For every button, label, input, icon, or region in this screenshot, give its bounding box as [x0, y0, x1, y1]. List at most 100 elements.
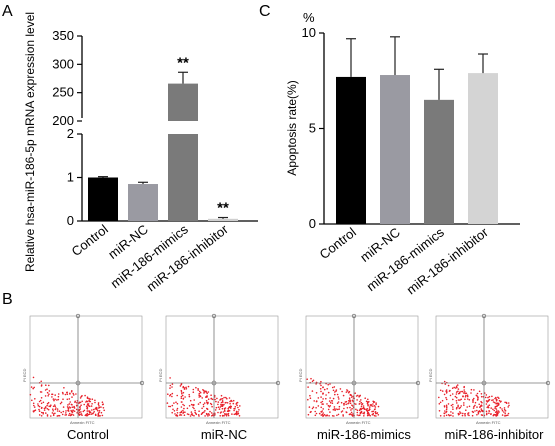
flow-event [235, 410, 238, 413]
flow-event [197, 388, 199, 390]
flow-event [88, 405, 91, 408]
flow-event [48, 405, 50, 408]
flow-event [457, 390, 459, 393]
flow-event [480, 393, 483, 395]
flow-event [94, 399, 96, 402]
flow-event [33, 404, 35, 407]
flow-event [356, 399, 358, 401]
flow-gate-handle [211, 313, 217, 319]
flow-event [464, 414, 466, 417]
flow-event [237, 406, 239, 409]
chart-c-bar [424, 99, 454, 224]
flow-gate-handle [545, 380, 551, 386]
chart-a-ylabel: Relative hsa-miR-186-5p mRNA expression … [23, 12, 37, 272]
flow-event [32, 402, 35, 405]
flow-event [495, 408, 498, 410]
flow-event [211, 415, 213, 417]
flow-event [91, 409, 93, 411]
flow-event [46, 404, 48, 407]
flow-event [360, 401, 363, 404]
flow-event [192, 404, 195, 407]
flow-event [216, 397, 218, 400]
flow-event [185, 388, 188, 390]
flow-event [34, 398, 36, 400]
flow-event [173, 402, 175, 404]
flow-event [176, 412, 179, 414]
flow-event [225, 413, 227, 416]
flow-event [320, 406, 323, 409]
flow-event [330, 400, 333, 402]
flow-event [201, 407, 203, 410]
flow-event [365, 408, 367, 411]
flow-event [507, 406, 510, 408]
flow-event [366, 408, 369, 410]
flow-event [487, 405, 489, 408]
flow-event [43, 409, 46, 411]
flow-event [48, 390, 51, 392]
flow-event [38, 405, 41, 408]
flow-event [455, 393, 458, 395]
flow-event [86, 414, 88, 416]
flow-event [375, 403, 377, 406]
flow-event [364, 397, 367, 400]
flow-event [182, 397, 185, 400]
flow-event [477, 396, 479, 398]
flow-event [46, 414, 49, 416]
flow-plot: Annexin FITC PI ECD miR-186-inhibitor [428, 313, 551, 442]
flow-event [206, 407, 208, 410]
flow-plot-frame [305, 315, 419, 419]
flow-event [236, 413, 239, 415]
flow-event [328, 406, 331, 408]
flow-event [320, 411, 323, 413]
flow-event [180, 391, 183, 393]
flow-event [66, 398, 69, 401]
flow-event [458, 407, 461, 410]
flow-event [358, 403, 361, 405]
flow-event [322, 392, 324, 395]
flow-event [334, 393, 336, 396]
flow-event [65, 410, 67, 412]
flow-event [342, 414, 344, 416]
flow-y-axis-label: PI ECD [158, 369, 163, 382]
flow-event [345, 411, 348, 413]
flow-event [486, 412, 488, 415]
flow-event [325, 397, 327, 400]
flow-event [202, 405, 205, 408]
flow-event [38, 414, 41, 416]
flow-event [67, 409, 70, 411]
flow-event [219, 399, 221, 401]
flow-event [443, 406, 446, 408]
flow-event [450, 404, 453, 407]
flow-event [232, 402, 235, 405]
chart-a-ytick-label: 300 [52, 56, 74, 71]
flow-event [223, 407, 226, 410]
flow-event [169, 384, 172, 387]
flow-event [67, 410, 70, 412]
flow-event [225, 396, 227, 399]
flow-event [54, 398, 56, 401]
flow-event [372, 403, 374, 405]
flow-event [373, 408, 376, 411]
flow-event [68, 403, 71, 405]
flow-event [337, 396, 340, 398]
flow-event [314, 414, 317, 417]
flow-event [320, 401, 322, 404]
flow-x-axis-label: Annexin FITC [346, 420, 371, 425]
flow-event [485, 394, 488, 396]
flow-event [181, 394, 184, 397]
flow-event [311, 390, 314, 392]
flow-event [461, 390, 464, 393]
flow-event [40, 402, 43, 405]
flow-event [56, 408, 59, 410]
flow-event [90, 413, 93, 415]
flow-event [70, 410, 73, 413]
flow-event [62, 410, 65, 413]
flow-event [188, 405, 191, 407]
chart-a-ytick-label: 350 [52, 28, 74, 43]
flow-dot-cloud [166, 377, 241, 417]
flow-event [503, 411, 505, 413]
flow-event [322, 412, 325, 414]
flow-event [176, 394, 178, 397]
flow-event [329, 401, 332, 404]
flow-event [202, 403, 205, 406]
